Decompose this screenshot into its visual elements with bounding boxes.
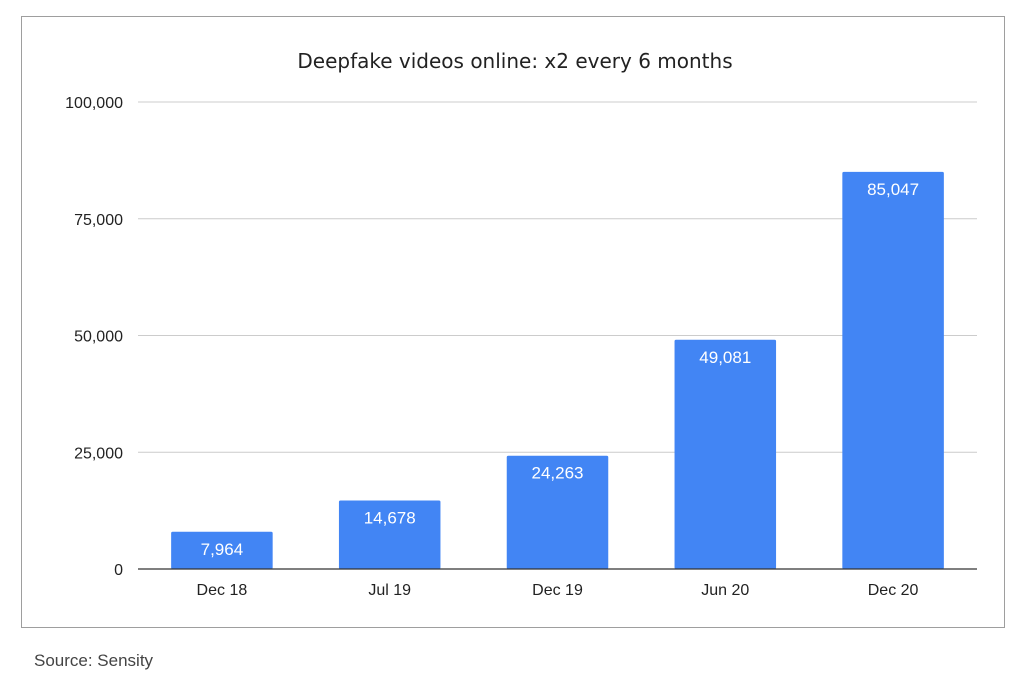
x-tick-label: Jun 20 <box>701 582 749 599</box>
y-tick-label: 25,000 <box>74 445 123 462</box>
bar <box>842 171 944 569</box>
bar <box>506 455 609 569</box>
chart-title: Deepfake videos online: x2 every 6 month… <box>297 49 732 73</box>
x-tick-label: Dec 20 <box>868 582 919 599</box>
y-tick-label: 0 <box>114 562 123 579</box>
x-tick-label: Dec 18 <box>197 582 248 599</box>
bar <box>171 531 273 569</box>
chart-frame: Deepfake videos online: x2 every 6 month… <box>21 16 1005 628</box>
x-tick-label: Jul 19 <box>368 582 411 599</box>
y-tick-label: 50,000 <box>74 329 123 346</box>
bar <box>674 339 777 569</box>
source-note: Source: Sensity <box>34 651 154 670</box>
bars: 7,964 14,678 24,263 49,081 85,047 <box>171 171 944 569</box>
y-tick-label: 75,000 <box>74 212 123 229</box>
axes: 0 25,000 50,000 75,000 100,000 Dec 18 Jul 19 De… <box>65 95 977 599</box>
gridlines <box>138 101 977 453</box>
x-tick-label: Dec 19 <box>532 582 583 599</box>
bar-chart: Deepfake videos online: x2 every 6 month… <box>65 49 977 599</box>
data-label: 14,678 <box>364 508 416 527</box>
data-label: 7,964 <box>201 540 244 559</box>
bar <box>338 500 441 569</box>
data-label: 49,081 <box>699 348 751 367</box>
data-label: 24,263 <box>532 464 584 483</box>
data-label: 85,047 <box>867 180 919 199</box>
y-tick-label: 100,000 <box>65 95 123 112</box>
